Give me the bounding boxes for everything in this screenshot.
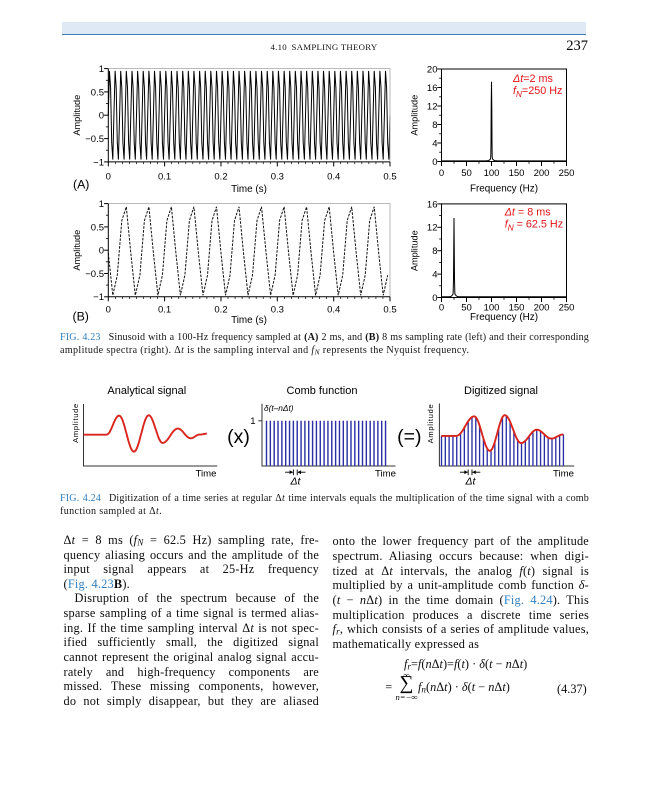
svg-text:0: 0 bbox=[106, 171, 111, 182]
svg-text:Δt = 8 ms: Δt = 8 ms bbox=[504, 207, 552, 219]
svg-text:Comb function: Comb function bbox=[287, 385, 358, 397]
svg-text:Amplitude: Amplitude bbox=[426, 404, 435, 444]
svg-text:fN = 62.5 Hz: fN = 62.5 Hz bbox=[505, 219, 563, 233]
svg-text:8: 8 bbox=[432, 246, 437, 257]
svg-text:100: 100 bbox=[484, 303, 500, 314]
svg-text:Time: Time bbox=[553, 469, 574, 480]
svg-text:Frequency (Hz): Frequency (Hz) bbox=[470, 183, 538, 194]
svg-text:(A): (A) bbox=[73, 177, 89, 191]
svg-text:(x): (x) bbox=[227, 426, 250, 448]
svg-text:(B): (B) bbox=[73, 310, 89, 324]
svg-text:0: 0 bbox=[106, 304, 111, 315]
svg-text:fN=250 Hz: fN=250 Hz bbox=[513, 85, 562, 99]
svg-text:Amplitude: Amplitude bbox=[72, 230, 82, 271]
svg-text:Time (s): Time (s) bbox=[231, 315, 267, 326]
svg-text:1: 1 bbox=[99, 199, 104, 210]
svg-text:0.1: 0.1 bbox=[158, 171, 171, 182]
svg-text:12: 12 bbox=[427, 101, 438, 112]
svg-text:200: 200 bbox=[534, 168, 550, 179]
svg-text:0: 0 bbox=[99, 246, 104, 257]
svg-text:δ(t–nΔt): δ(t–nΔt) bbox=[264, 403, 294, 413]
svg-text:0.3: 0.3 bbox=[271, 304, 284, 315]
svg-text:1: 1 bbox=[99, 64, 104, 75]
svg-text:Δt=2 ms: Δt=2 ms bbox=[512, 73, 554, 85]
svg-text:Amplitude: Amplitude bbox=[410, 230, 420, 271]
svg-text:250: 250 bbox=[559, 168, 575, 179]
svg-text:0.2: 0.2 bbox=[214, 304, 227, 315]
svg-text:0.5: 0.5 bbox=[91, 222, 104, 233]
svg-text:(=): (=) bbox=[397, 426, 421, 448]
svg-text:0: 0 bbox=[439, 303, 444, 314]
svg-text:150: 150 bbox=[509, 303, 525, 314]
svg-text:Time: Time bbox=[196, 469, 217, 480]
svg-text:0.2: 0.2 bbox=[214, 171, 227, 182]
svg-text:0.5: 0.5 bbox=[383, 304, 396, 315]
svg-text:20: 20 bbox=[427, 64, 438, 75]
svg-text:50: 50 bbox=[461, 303, 472, 314]
svg-text:0.5: 0.5 bbox=[383, 171, 396, 182]
svg-text:4: 4 bbox=[432, 138, 437, 149]
svg-text:16: 16 bbox=[427, 83, 438, 94]
svg-text:Amplitude: Amplitude bbox=[71, 403, 80, 443]
svg-text:16: 16 bbox=[427, 199, 438, 210]
svg-text:−0.5: −0.5 bbox=[85, 134, 104, 145]
svg-text:1: 1 bbox=[250, 416, 255, 427]
svg-text:−0.5: −0.5 bbox=[85, 269, 104, 280]
svg-text:−1: −1 bbox=[93, 157, 104, 168]
svg-text:Δt: Δt bbox=[465, 476, 477, 488]
svg-text:Analytical signal: Analytical signal bbox=[107, 385, 186, 397]
svg-text:0.5: 0.5 bbox=[91, 87, 104, 98]
svg-text:150: 150 bbox=[509, 168, 525, 179]
svg-text:0: 0 bbox=[99, 111, 104, 122]
svg-text:Time (s): Time (s) bbox=[231, 184, 267, 195]
svg-text:0: 0 bbox=[432, 293, 437, 304]
svg-text:200: 200 bbox=[534, 303, 550, 314]
svg-text:Δt: Δt bbox=[290, 476, 302, 488]
svg-text:8: 8 bbox=[432, 120, 437, 131]
svg-text:12: 12 bbox=[427, 223, 438, 234]
svg-text:0.4: 0.4 bbox=[327, 171, 340, 182]
svg-text:−1: −1 bbox=[93, 292, 104, 303]
svg-text:Amplitude: Amplitude bbox=[72, 95, 82, 136]
svg-text:0.1: 0.1 bbox=[158, 304, 171, 315]
svg-text:Digitized signal: Digitized signal bbox=[464, 385, 538, 397]
svg-text:Amplitude: Amplitude bbox=[410, 95, 420, 136]
svg-text:250: 250 bbox=[559, 303, 575, 314]
svg-text:Time: Time bbox=[375, 469, 396, 480]
svg-text:0: 0 bbox=[439, 168, 444, 179]
svg-text:50: 50 bbox=[461, 168, 472, 179]
svg-text:0.3: 0.3 bbox=[271, 171, 284, 182]
svg-text:0.4: 0.4 bbox=[327, 304, 340, 315]
svg-text:0: 0 bbox=[432, 157, 437, 168]
svg-text:Frequency (Hz): Frequency (Hz) bbox=[470, 312, 538, 323]
svg-text:100: 100 bbox=[484, 168, 500, 179]
svg-text:4: 4 bbox=[432, 270, 437, 281]
